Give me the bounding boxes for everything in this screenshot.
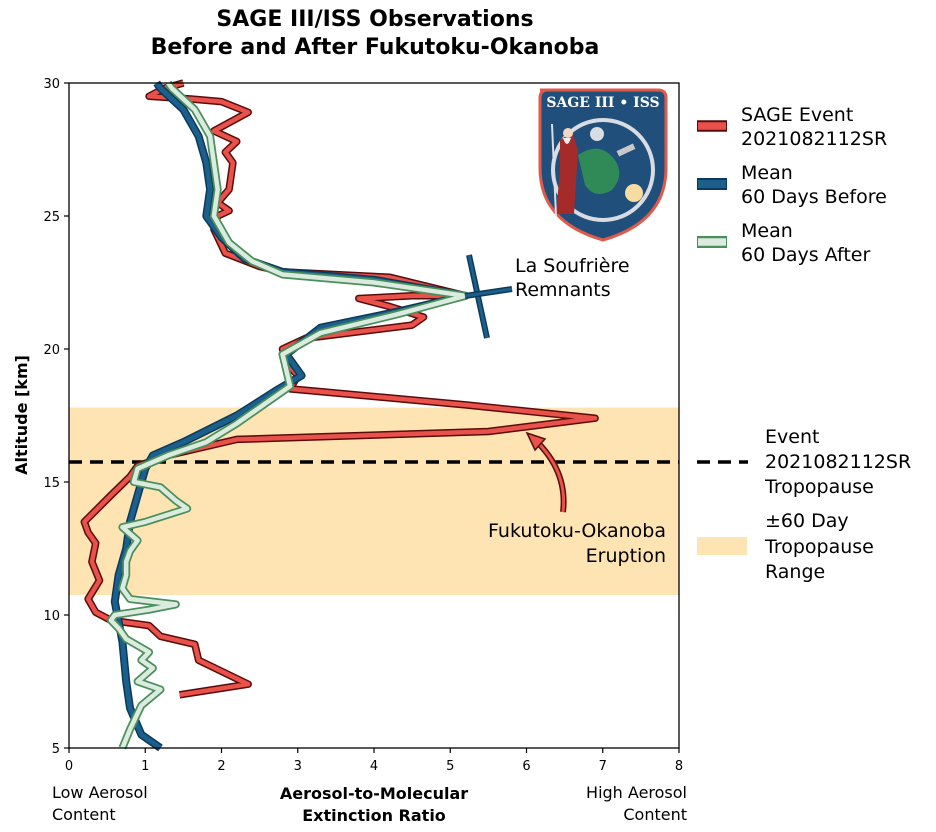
legend-label-line2: 60 Days Before bbox=[741, 186, 887, 208]
y-tick-label: 10 bbox=[43, 609, 60, 624]
y-tick-label: 5 bbox=[52, 742, 60, 757]
legend-tropopause-line3: Tropopause bbox=[764, 476, 874, 498]
x-tick-label: 0 bbox=[65, 759, 73, 774]
series-2-line bbox=[108, 81, 468, 749]
la-soufriere-label-line2: Remnants bbox=[515, 279, 611, 301]
legend-label-line1: Mean bbox=[741, 162, 793, 184]
y-tick-label: 20 bbox=[43, 343, 60, 358]
x-axis-label-line2: Extinction Ratio bbox=[302, 806, 446, 825]
fukutoku-label-line1: Fukutoku-Okanoba bbox=[488, 520, 666, 542]
legend-tropopause-line2: 2021082112SR bbox=[765, 451, 911, 473]
x-tick-label: 6 bbox=[522, 759, 530, 774]
la-soufriere-pointer bbox=[464, 287, 513, 298]
y-axis-label: Altitude [km] bbox=[12, 355, 31, 475]
logo-text: SAGE III • ISS bbox=[546, 95, 659, 111]
x-axis-label-line1: Aerosol-to-Molecular bbox=[280, 784, 468, 803]
chart-title: SAGE III/ISS Observations Before and Aft… bbox=[60, 6, 690, 62]
series-1-line bbox=[112, 81, 468, 751]
legend-range-line2: Tropopause bbox=[764, 536, 874, 558]
chart-title-line2: Before and After Fukutoku-Okanoba bbox=[150, 35, 600, 60]
x-high-label-line2: Content bbox=[623, 805, 687, 824]
x-tick-label: 3 bbox=[294, 759, 302, 774]
x-low-label-line1: Low Aerosol bbox=[52, 783, 148, 802]
legend-label-line2: 2021082112SR bbox=[741, 128, 887, 150]
legend-label-line1: Mean bbox=[741, 220, 793, 242]
la-soufriere-label-line1: La Soufrière bbox=[515, 255, 630, 277]
fukutoku-label-line2: Eruption bbox=[586, 545, 666, 567]
x-tick-label: 2 bbox=[217, 759, 225, 774]
legend-label-line1: SAGE Event bbox=[741, 104, 853, 126]
x-tick-label: 7 bbox=[599, 759, 607, 774]
legend-label-line2: 60 Days After bbox=[741, 244, 870, 266]
series-0-line bbox=[82, 80, 598, 698]
x-high-label-line1: High Aerosol bbox=[586, 783, 687, 802]
fukutoku-arrow-head bbox=[525, 431, 547, 452]
x-tick-label: 8 bbox=[675, 759, 683, 774]
x-tick-label: 5 bbox=[446, 759, 454, 774]
y-tick-label: 15 bbox=[43, 476, 60, 491]
legend-range-line3: Range bbox=[765, 561, 825, 583]
legend-range-swatch bbox=[697, 537, 747, 555]
legend-range-line1: ±60 Day bbox=[765, 510, 849, 532]
sage-iii-iss-logo: SAGE III • ISS bbox=[538, 88, 668, 242]
x-low-label-line2: Content bbox=[52, 805, 116, 824]
x-tick-label: 4 bbox=[370, 759, 378, 774]
y-tick-label: 30 bbox=[43, 77, 60, 92]
x-tick-label: 1 bbox=[141, 759, 149, 774]
legend-tropopause-line1: Event bbox=[765, 426, 819, 448]
y-tick-label: 25 bbox=[43, 210, 60, 225]
chart-title-line1: SAGE III/ISS Observations bbox=[216, 7, 534, 32]
